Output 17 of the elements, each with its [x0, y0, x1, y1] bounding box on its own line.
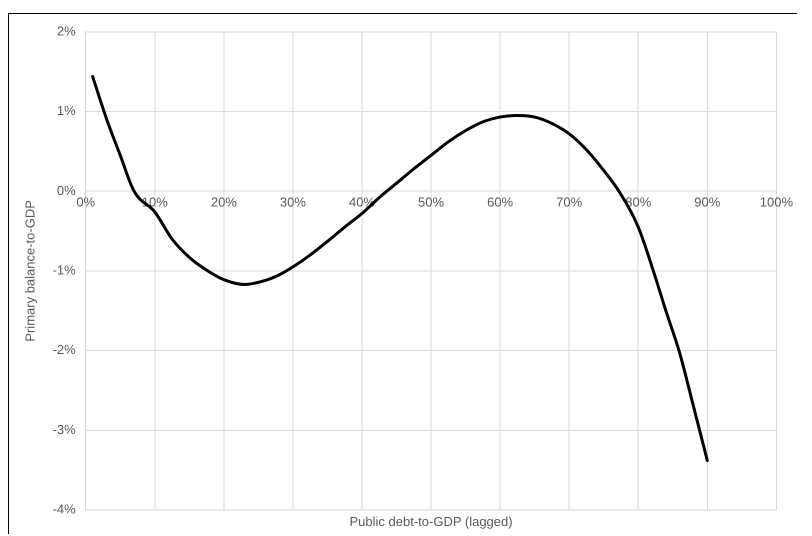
- x-tick-label: 50%: [418, 194, 444, 210]
- x-tick-label: 30%: [280, 194, 306, 210]
- x-tick-label: 0%: [76, 194, 96, 210]
- y-tick-label: 0%: [56, 182, 76, 198]
- x-tick-label: 100%: [760, 194, 794, 210]
- y-tick-label: 2%: [56, 23, 76, 38]
- y-tick-label: -3%: [52, 422, 76, 437]
- x-tick-label: 60%: [487, 194, 514, 210]
- y-tick-label: -2%: [52, 342, 76, 358]
- y-tick-label: -1%: [52, 262, 76, 278]
- y-axis-title: Primary balance-to-GDP: [22, 200, 38, 342]
- x-tick-label: 20%: [210, 194, 238, 210]
- y-tick-label: 1%: [56, 103, 76, 118]
- x-tick-label: 70%: [556, 194, 583, 210]
- x-axis-title: Public debt-to-GDP (lagged): [350, 514, 513, 530]
- y-tick-label: -4%: [52, 502, 76, 517]
- x-tick-label: 90%: [694, 194, 721, 210]
